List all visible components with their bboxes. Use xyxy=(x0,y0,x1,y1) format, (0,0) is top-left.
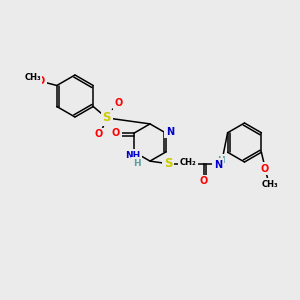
Text: S: S xyxy=(102,111,111,124)
Text: O: O xyxy=(95,129,103,140)
Text: O: O xyxy=(37,76,45,86)
Text: CH₂: CH₂ xyxy=(180,158,197,167)
Text: O: O xyxy=(261,164,269,174)
Text: O: O xyxy=(112,128,120,138)
Text: O: O xyxy=(200,176,208,187)
Text: CH₃: CH₃ xyxy=(261,180,278,189)
Text: S: S xyxy=(164,157,172,170)
Text: N: N xyxy=(166,127,174,137)
Text: NH: NH xyxy=(125,151,140,160)
Text: N: N xyxy=(214,160,222,170)
Text: H: H xyxy=(217,156,224,165)
Text: H: H xyxy=(133,159,141,168)
Text: CH₃: CH₃ xyxy=(24,73,41,82)
Text: O: O xyxy=(115,98,123,108)
